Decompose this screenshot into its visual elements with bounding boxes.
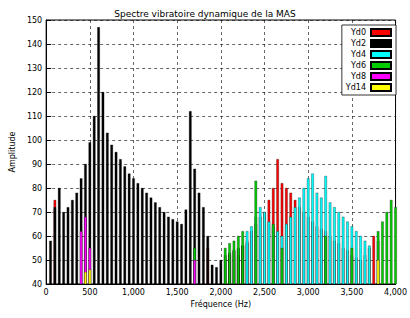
svg-text:500: 500 xyxy=(82,288,97,297)
svg-text:Amplitude: Amplitude xyxy=(8,131,17,172)
svg-text:2,000: 2,000 xyxy=(209,288,232,297)
svg-text:1,500: 1,500 xyxy=(166,288,189,297)
svg-text:Yd2: Yd2 xyxy=(350,39,366,48)
svg-text:Yd4: Yd4 xyxy=(350,50,366,59)
svg-text:Yd6: Yd6 xyxy=(350,61,366,70)
svg-text:110: 110 xyxy=(27,112,42,121)
svg-text:Yd0: Yd0 xyxy=(350,28,366,37)
svg-text:2,500: 2,500 xyxy=(253,288,276,297)
svg-text:Fréquence (Hz): Fréquence (Hz) xyxy=(191,299,252,309)
svg-text:1,000: 1,000 xyxy=(122,288,145,297)
svg-text:70: 70 xyxy=(32,208,42,217)
svg-text:140: 140 xyxy=(27,40,42,49)
svg-text:4,000: 4,000 xyxy=(384,288,407,297)
svg-text:40: 40 xyxy=(32,280,42,289)
svg-text:80: 80 xyxy=(32,184,42,193)
svg-text:120: 120 xyxy=(27,88,42,97)
svg-text:Yd8: Yd8 xyxy=(350,72,366,81)
svg-text:3,500: 3,500 xyxy=(340,288,363,297)
svg-text:0: 0 xyxy=(44,288,49,297)
svg-text:3,000: 3,000 xyxy=(297,288,320,297)
svg-text:60: 60 xyxy=(32,232,42,241)
svg-text:130: 130 xyxy=(27,64,42,73)
svg-text:Yd14: Yd14 xyxy=(345,83,366,92)
svg-text:150: 150 xyxy=(27,16,42,25)
svg-text:90: 90 xyxy=(32,160,42,169)
svg-text:Spectre vibratoire dynamique d: Spectre vibratoire dynamique de la MAS xyxy=(114,9,296,19)
svg-text:100: 100 xyxy=(27,136,42,145)
svg-text:50: 50 xyxy=(32,256,42,265)
